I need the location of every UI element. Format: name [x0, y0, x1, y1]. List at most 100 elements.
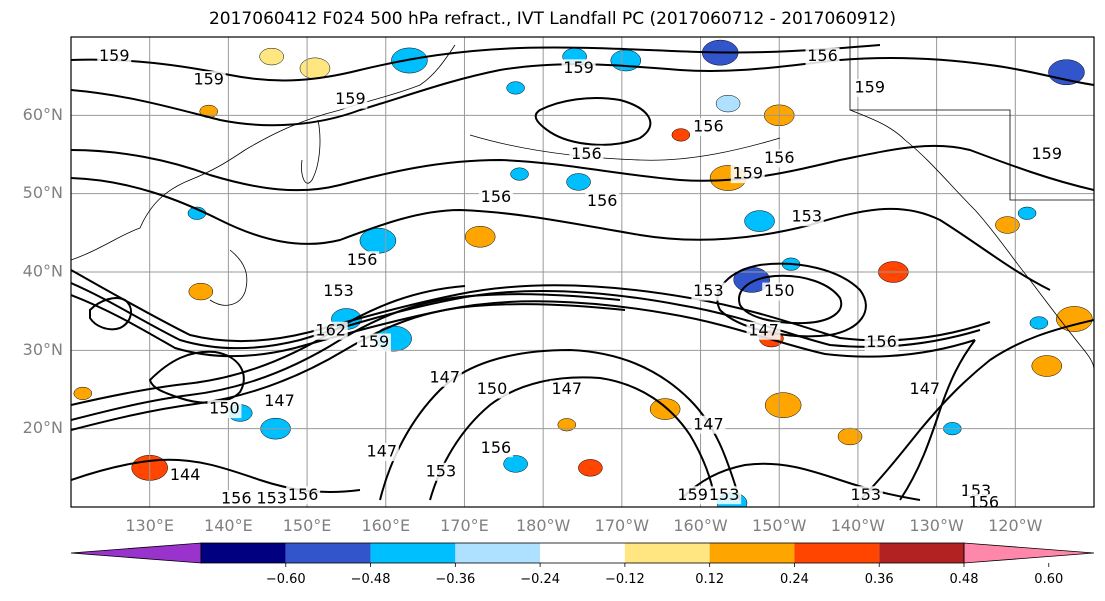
contour-label-bg	[423, 462, 458, 481]
contour-label: 156	[807, 46, 838, 65]
contour-label: 150	[764, 281, 795, 300]
latitude-label: 20°N	[23, 418, 63, 437]
contour-label-bg	[478, 188, 513, 207]
colorbar-swatch	[879, 543, 964, 563]
anomaly-patch	[578, 459, 603, 477]
contour-label: 153	[323, 281, 354, 300]
contour-label: 147	[910, 379, 941, 398]
colorbar-tick-label: 0.36	[865, 572, 894, 587]
anomaly-patch	[566, 173, 591, 191]
contour-label: 156	[347, 250, 378, 269]
anomaly-patch	[1031, 355, 1063, 377]
contour-label-bg	[219, 490, 254, 509]
contour-label: 159	[677, 485, 708, 504]
longitude-label: 150°W	[752, 516, 807, 535]
anomaly-patch	[503, 455, 528, 473]
anomaly-patch	[1048, 59, 1085, 86]
anomaly-patch	[610, 49, 642, 72]
colorbar-tick-label: −0.24	[520, 572, 560, 587]
longitude-label: 170°W	[595, 516, 650, 535]
anomaly-patch	[1056, 306, 1093, 332]
contour-label: 159	[732, 164, 763, 183]
contour-label-bg	[345, 251, 380, 270]
contour-label: 147	[693, 414, 724, 433]
contour-label: 159	[854, 77, 885, 96]
contour-label: 147	[551, 379, 582, 398]
longitude-label: 170°E	[440, 516, 489, 535]
map-title: 2017060412 F024 500 hPa refract., IVT La…	[208, 9, 896, 29]
colorbar-swatch	[455, 543, 541, 563]
contour-line	[71, 293, 621, 421]
coastlines	[71, 37, 1094, 371]
colorbar-swatch	[201, 543, 286, 563]
contour-label-bg	[730, 165, 765, 184]
contour-label-bg	[333, 90, 368, 109]
contour-label: 159	[563, 58, 594, 77]
contour-label: 147	[367, 442, 398, 461]
contour-label: 159	[193, 70, 224, 89]
contour-label: 156	[481, 438, 512, 457]
anomaly-patch	[510, 167, 529, 181]
contour-line	[71, 269, 991, 343]
colorbar-outline	[200, 542, 965, 564]
colorbar-tick-label: −0.60	[266, 572, 306, 587]
anomaly-patch	[299, 57, 331, 80]
colorbar-tick-label: −0.48	[351, 572, 391, 587]
contour-label: 159	[1032, 144, 1063, 163]
contour-label: 153	[851, 485, 882, 504]
contour-label-bg	[907, 380, 942, 399]
contour-label-bg	[691, 282, 726, 301]
contour-label-bg	[427, 368, 462, 387]
contour-label: 156	[764, 148, 795, 167]
contour-label-bg	[262, 392, 297, 411]
colorbar-tick-label: 0.24	[780, 572, 809, 587]
contour-label: 153	[426, 461, 457, 480]
contour-label-bg	[191, 71, 226, 90]
map-frame	[70, 36, 1095, 508]
contour-label-bg	[313, 321, 348, 340]
contour-line	[89, 297, 132, 331]
contour-label: 159	[359, 332, 390, 351]
colorbar-swatch	[540, 543, 625, 563]
contour-label: 153	[256, 489, 287, 508]
kamchatka-coastline	[301, 119, 321, 184]
latitude-label: 30°N	[23, 340, 63, 359]
contour-label-bg	[691, 415, 726, 434]
contour-label-bg	[691, 118, 726, 137]
contour-label-bg	[852, 78, 887, 97]
aleutian-chain	[469, 134, 781, 161]
contour-line	[148, 350, 245, 404]
contour-label-bg	[356, 333, 391, 352]
contour-label: 150	[209, 399, 240, 418]
contour-line	[716, 262, 867, 338]
contour-label: 162	[315, 320, 346, 339]
canada-border	[849, 37, 1094, 201]
contour-label-bg	[1029, 145, 1064, 164]
contour-label: 147	[264, 391, 295, 410]
latitude-labels: 60°N 50°N 40°N 30°N 20°N	[23, 105, 63, 437]
contour-label-bg	[762, 149, 797, 168]
longitude-label: 160°E	[361, 516, 410, 535]
longitude-label: 150°E	[283, 516, 332, 535]
contour-label: 156	[571, 144, 602, 163]
colorbar-swatch	[794, 543, 880, 563]
longitude-label: 140°W	[831, 516, 886, 535]
contour-label-bg	[207, 400, 242, 419]
contour-line	[899, 339, 976, 501]
contour-label-bg	[286, 486, 321, 505]
colorbar-tick-label: 0.60	[1034, 572, 1063, 587]
contour-label: 147	[748, 320, 779, 339]
contour-line	[859, 319, 1094, 501]
contour-label: 156	[969, 493, 1000, 512]
colorbar-tick-label: 0.12	[695, 572, 724, 587]
contour-label: 153	[693, 281, 724, 300]
contour-label-bg	[254, 490, 289, 509]
anomaly-patch	[764, 392, 802, 419]
contour-label-bg	[762, 282, 797, 301]
contour-label-bg	[789, 208, 824, 227]
north-america-coastline	[849, 109, 1094, 371]
refractivity-contours	[71, 44, 1094, 501]
longitude-label: 130°E	[125, 516, 174, 535]
